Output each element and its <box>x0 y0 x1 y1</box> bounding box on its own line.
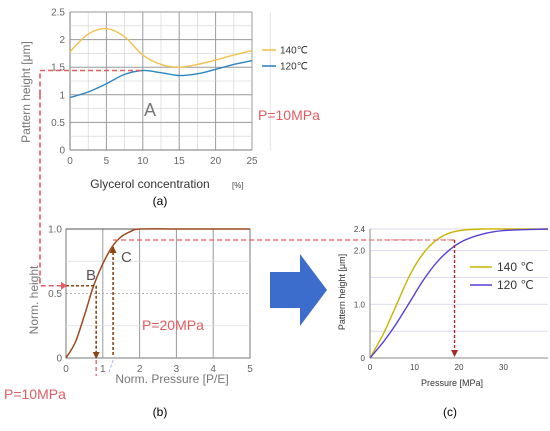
panel-a-xtick: 0 <box>67 156 73 167</box>
panel-a-xlabel: Glycerol concentration <box>90 177 209 191</box>
panel-a-ytick: 0.5 <box>51 118 65 129</box>
panel-c-xtick: 10 <box>410 363 419 372</box>
connector-p20-line <box>108 359 114 373</box>
panel-b-grid <box>65 228 251 359</box>
panel-c-lines <box>369 228 549 359</box>
panel-a-caption: (a) <box>153 194 168 208</box>
panel-c-ytick: 1.0 <box>354 300 366 309</box>
connector-panel-c-arrowhead <box>451 350 459 357</box>
flow-arrow-icon <box>270 254 327 326</box>
panel-a-legend-label: 120℃ <box>280 62 308 73</box>
region-a-label: A <box>144 100 156 120</box>
panel-b-xtick: 0 <box>63 364 69 375</box>
panel-b-ytick: 1.0 <box>48 225 62 236</box>
panel-a-legend: 140℃ 120℃ <box>262 46 308 73</box>
panel-b-xtick: 2 <box>137 364 143 375</box>
panel-c-xtick: 30 <box>499 363 508 372</box>
panel-a-ytick: 1 <box>59 90 65 101</box>
panel-b-ticks: 0 1 2 3 4 5 0 0.5 1.0 <box>48 225 253 376</box>
panel-c: 0 10 20 30 0 1.0 2.0 2.4 Pattern height [μm] Pr… <box>337 225 549 419</box>
panel-b-xtick: 5 <box>247 364 253 375</box>
connector-a-to-b <box>39 94 66 287</box>
panel-a-series-line <box>69 59 253 99</box>
panel-a: 0 5 10 15 20 25 0 0.5 1 1.5 2 2.5 Pattern height [μ… <box>19 8 320 209</box>
panel-a-lines <box>69 27 253 99</box>
point-b-arrowhead <box>92 352 100 359</box>
panel-b-xlabel: Norm. Pressure [P/E] <box>115 372 228 386</box>
panel-b-series-line <box>65 228 250 359</box>
panel-b-pressure-note-10: P=10MPa <box>4 386 66 402</box>
connector-a-level <box>39 69 143 95</box>
panel-a-ytick: 2.5 <box>51 8 65 19</box>
panel-b: 0 1 2 3 4 5 0 0.5 1.0 Norm. height Norm. Pressur… <box>4 225 253 420</box>
panel-c-ytick: 2.4 <box>354 225 366 234</box>
panel-c-grid <box>369 228 548 359</box>
panel-b-xtick: 3 <box>174 364 180 375</box>
connectors <box>39 69 459 376</box>
panel-a-xtick: 10 <box>137 156 149 167</box>
panel-b-ytick: 0.5 <box>48 289 62 300</box>
point-b-label: B <box>86 267 96 284</box>
point-c-arrowhead <box>109 246 117 254</box>
panel-a-xtick: 5 <box>104 156 110 167</box>
panel-a-xtick: 25 <box>246 156 258 167</box>
panel-a-xtick: 15 <box>174 156 186 167</box>
panel-c-series-line <box>369 228 549 359</box>
panel-b-xtick: 4 <box>210 364 216 375</box>
panel-b-lines <box>65 228 250 359</box>
panel-c-legend-label: 120 ℃ <box>497 278 534 292</box>
panel-a-series-line <box>69 27 253 68</box>
panel-a-ylabel: Pattern height [μm] <box>19 41 33 143</box>
panel-c-ylabel: Pattern height [μm] <box>337 254 347 330</box>
panel-c-caption: (c) <box>443 405 457 419</box>
panel-c-ytick: 0 <box>361 354 366 363</box>
point-c-label: C <box>121 249 132 266</box>
panel-c-legend-label: 140 ℃ <box>497 260 534 274</box>
connector-a-arrowhead <box>61 281 67 290</box>
panel-c-xtick: 20 <box>455 363 464 372</box>
panel-a-xtick: 20 <box>210 156 222 167</box>
panel-b-ytick: 0 <box>56 354 62 365</box>
panel-c-series-line <box>369 228 548 359</box>
panel-a-legend-label: 140℃ <box>280 46 308 57</box>
panel-a-grid <box>69 11 271 151</box>
panel-c-ytick: 2.0 <box>354 247 366 256</box>
panel-c-ticks: 0 10 20 30 0 1.0 2.0 2.4 <box>354 225 509 372</box>
panel-b-pressure-note-20: P=20MPa <box>142 317 204 333</box>
panel-c-xlabel: Pressure [MPa] <box>421 378 483 388</box>
panel-b-caption: (b) <box>153 405 168 419</box>
panel-b-xtick: 1 <box>100 364 106 375</box>
panel-a-ytick: 0 <box>59 146 65 157</box>
panel-c-legend: 140 ℃ 120 ℃ <box>470 260 534 292</box>
panel-a-ticks: 0 5 10 15 20 25 0 0.5 1 1.5 2 2.5 <box>51 8 258 168</box>
panel-a-xunit: [%] <box>232 181 244 190</box>
panel-a-pressure-note: P=10MPa <box>258 107 320 123</box>
panel-b-ylabel: Norm. height <box>27 265 41 334</box>
panel-c-xtick: 0 <box>368 363 373 372</box>
panel-a-ytick: 1.5 <box>51 63 65 74</box>
panel-a-ytick: 2 <box>59 35 65 46</box>
